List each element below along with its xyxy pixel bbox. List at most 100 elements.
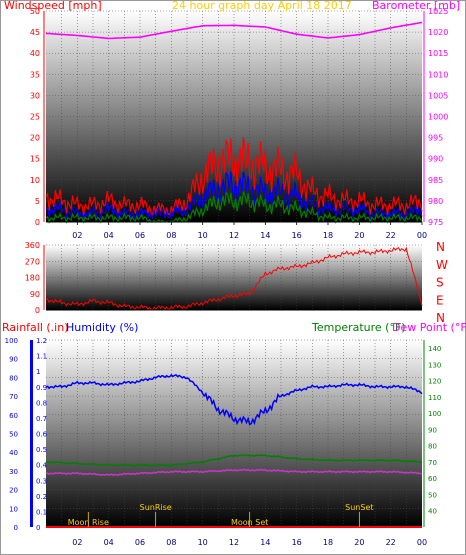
wind-x-tick-label: 10 — [198, 231, 208, 240]
climate-x-tick-label: 08 — [166, 538, 176, 547]
rain-axis-tick-label: 0.9 — [36, 384, 47, 392]
temperature-axis-tick-label: 50 — [428, 491, 437, 499]
humidity-axis-tick-label: 60 — [9, 412, 18, 420]
barometer-axis-tick-label: 1015 — [428, 49, 448, 58]
barometer-axis-tick-label: 990 — [428, 155, 443, 164]
climate-x-tick-label: 22 — [386, 538, 396, 547]
event-marker-label: Moon Set — [231, 518, 268, 527]
tick-labels: 0510152025303540455097598098599099510001… — [5, 7, 449, 547]
humidity-axis-tick-label: 40 — [9, 449, 18, 457]
barometer-axis-tick-label: 980 — [428, 197, 443, 206]
compass-label: W — [436, 258, 448, 272]
humidity-axis-tick-label: 30 — [9, 468, 18, 476]
rain-axis-tick-label: 0.4 — [36, 462, 48, 470]
rain-axis-tick-label: 0.1 — [36, 508, 47, 516]
climate-x-tick-label: 04 — [104, 538, 114, 547]
wind-x-tick-label: 12 — [229, 231, 239, 240]
series-barometer — [45, 21, 423, 40]
temperature-axis-tick-label: 80 — [428, 443, 437, 451]
wind-x-tick-label: 08 — [166, 231, 176, 240]
left-axis-label-rain: Rainfall (.in) — [2, 321, 69, 334]
compass-label: N — [436, 311, 445, 325]
rain-axis-tick-label: 0.3 — [36, 477, 47, 485]
annotations: Moon Rise SunRise Moon Set SunSet — [68, 503, 374, 527]
wind-axis-tick-label: 35 — [30, 70, 40, 79]
wind-axis-tick-label: 45 — [30, 28, 40, 37]
humidity-axis-tick-label: 10 — [9, 505, 18, 513]
rain-axis-tick-label: 1.1 — [36, 353, 47, 361]
barometer-axis-tick-label: 1020 — [428, 28, 448, 37]
temperature-axis-tick-label: 90 — [428, 426, 437, 434]
barometer-axis-tick-label: 975 — [428, 218, 443, 227]
rain-axis-tick-label: 0.8 — [36, 399, 47, 407]
humidity-axis-tick-label: 100 — [5, 337, 18, 345]
left-axis-label-wind: Windspeed [mph] — [4, 0, 102, 12]
series-temperature — [45, 453, 423, 467]
wind-axis-tick-label: 10 — [30, 176, 40, 185]
direction-axis-tick-label: 90 — [30, 290, 40, 299]
temperature-axis-tick-label: 130 — [428, 361, 441, 369]
wind-x-tick-label: 20 — [354, 231, 364, 240]
wind-axis-tick-label: 15 — [30, 155, 40, 164]
right-axis-label-barometer: Barometer [mb] — [372, 0, 460, 12]
wind-axis-tick-label: 0 — [35, 218, 40, 227]
climate-x-tick-label: 12 — [229, 538, 239, 547]
direction-axis-tick-label: 180 — [25, 274, 40, 283]
compass-label: E — [436, 293, 444, 307]
wind-axis-tick-label: 20 — [30, 134, 40, 143]
wind-axis-tick-label: 50 — [30, 7, 40, 16]
direction-axis-tick-label: 0 — [35, 306, 40, 315]
chart-title: 24 hour graph day April 18 2017 — [172, 0, 352, 12]
series-dew-point — [45, 468, 423, 477]
temperature-axis-tick-label: 120 — [428, 378, 441, 386]
rain-axis-tick-label: 0.2 — [36, 493, 47, 501]
wind-axis-tick-label: 25 — [30, 113, 40, 122]
climate-x-tick-label: 02 — [72, 538, 82, 547]
humidity-left-axis-bar — [30, 340, 33, 527]
humidity-axis-tick-label: 70 — [9, 393, 18, 401]
wind-x-tick-label: 22 — [386, 231, 396, 240]
wind-axis-tick-label: 5 — [35, 197, 40, 206]
barometer-axis-tick-label: 995 — [428, 134, 443, 143]
climate-x-tick-label: 00 — [417, 538, 427, 547]
wind-x-tick-label: 16 — [292, 231, 302, 240]
series-wind-minimum — [45, 190, 423, 224]
compass-label: N — [436, 240, 445, 254]
climate-x-tick-label: 06 — [135, 538, 145, 547]
series-humidity — [45, 373, 423, 426]
event-marker-label: SunRise — [140, 503, 172, 512]
barometer-axis-tick-label: 1005 — [428, 91, 448, 100]
climate-x-tick-label: 20 — [354, 538, 364, 547]
humidity-axis-tick-label: 80 — [9, 374, 18, 382]
compass-label: S — [436, 276, 444, 290]
rain-axis-tick-label: 0 — [36, 524, 40, 532]
right-axis-label-dewpoint: Dew Point (°F) — [392, 321, 466, 334]
wind-x-tick-label: 06 — [135, 231, 145, 240]
direction-axis-tick-label: 360 — [25, 241, 40, 250]
temperature-axis-tick-label: 70 — [428, 459, 437, 467]
humidity-axis-tick-label: 20 — [9, 487, 18, 495]
wind-axis-tick-label: 30 — [30, 91, 40, 100]
rain-axis-tick-label: 1.2 — [36, 337, 47, 345]
wind-x-tick-label: 02 — [72, 231, 82, 240]
event-marker-label: Moon Rise — [68, 518, 109, 527]
humidity-axis-tick-label: 0 — [14, 524, 18, 532]
rain-axis-tick-label: 0.6 — [36, 431, 48, 439]
event-marker-label: SunSet — [345, 503, 373, 512]
wind-x-tick-label: 14 — [260, 231, 270, 240]
climate-x-tick-label: 14 — [260, 538, 270, 547]
rain-axis-tick-label: 1 — [36, 368, 40, 376]
rain-axis-tick-label: 0.7 — [36, 415, 47, 423]
climate-x-tick-label: 10 — [198, 538, 208, 547]
series-wind-average — [45, 171, 423, 222]
temperature-axis-tick-label: 100 — [428, 410, 441, 418]
left-axis-label-humidity: Humidity (%) — [66, 321, 138, 334]
temperature-axis-tick-label: 60 — [428, 475, 437, 483]
direction-axis-tick-label: 270 — [25, 257, 40, 266]
barometer-axis-tick-label: 1025 — [428, 7, 448, 16]
axes — [30, 11, 425, 528]
humidity-axis-tick-label: 90 — [9, 356, 18, 364]
wind-x-tick-label: 18 — [323, 231, 333, 240]
series-wind-gust — [45, 137, 423, 217]
